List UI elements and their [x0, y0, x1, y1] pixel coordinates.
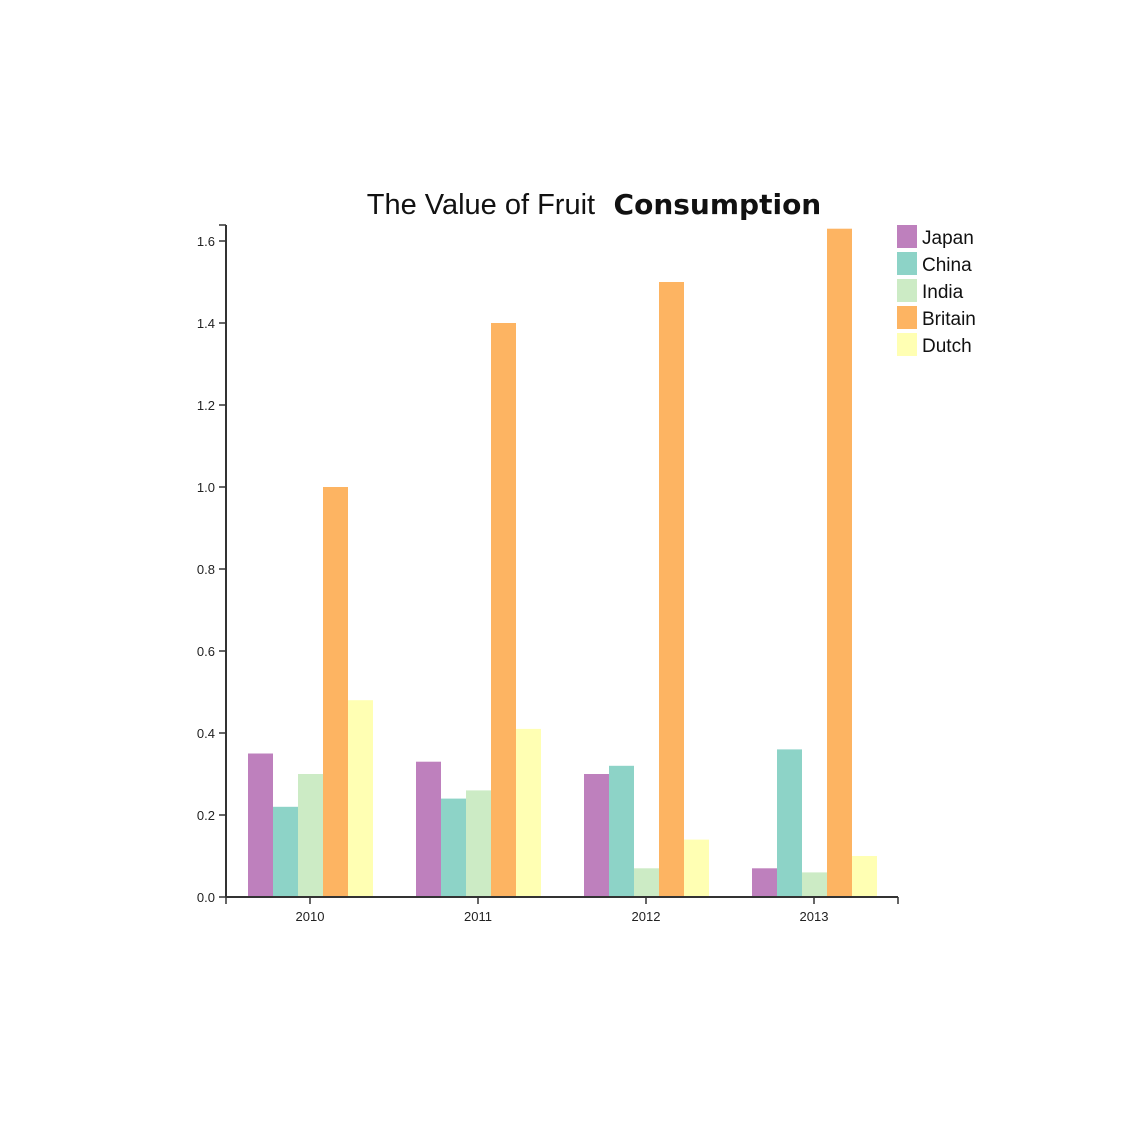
chart-title: The Value of Fruit Consumption	[367, 188, 822, 221]
x-tick-label: 2013	[800, 909, 829, 924]
y-tick-label: 0.6	[197, 644, 215, 659]
x-tick-label: 2010	[296, 909, 325, 924]
bar-japan-2012	[584, 774, 609, 897]
bar-dutch-2012	[684, 839, 709, 897]
bar-china-2010	[273, 806, 298, 897]
bar-china-2012	[609, 765, 634, 897]
y-tick-label: 0.2	[197, 808, 215, 823]
bar-india-2010	[298, 774, 323, 897]
bar-britain-2013	[827, 228, 852, 897]
plot-area	[248, 228, 877, 897]
legend: Japan China India Britain Dutch	[897, 225, 976, 357]
bar-britain-2010	[323, 487, 348, 897]
y-tick-label: 1.0	[197, 480, 215, 495]
chart-title-part-2: Consumption	[614, 188, 822, 221]
bar-dutch-2013	[852, 856, 877, 897]
y-tick-label: 1.2	[197, 398, 215, 413]
bar-japan-2013	[752, 868, 777, 897]
legend-label-china: China	[922, 255, 972, 276]
bar-japan-2011	[416, 761, 441, 897]
bar-britain-2011	[491, 323, 516, 897]
x-tick-label: 2012	[632, 909, 661, 924]
bar-china-2013	[777, 749, 802, 897]
bar-india-2012	[634, 868, 659, 897]
y-axis: 0.0 0.2 0.4 0.6 0.8 1.0 1.2 1.4 1.6	[197, 224, 227, 905]
bar-china-2011	[441, 798, 466, 897]
bar-britain-2012	[659, 282, 684, 897]
y-tick-label: 0.0	[197, 890, 215, 905]
legend-label-dutch: Dutch	[922, 336, 972, 357]
x-tick-label: 2011	[464, 909, 492, 924]
bar-dutch-2011	[516, 728, 541, 897]
bar-japan-2010	[248, 753, 273, 897]
y-tick-label: 1.6	[197, 234, 215, 249]
legend-label-india: India	[922, 282, 964, 303]
legend-label-japan: Japan	[922, 228, 974, 249]
legend-swatch-britain	[897, 306, 917, 329]
y-tick-label: 1.4	[197, 316, 215, 331]
legend-swatch-india	[897, 279, 917, 302]
y-tick-label: 0.4	[197, 726, 215, 741]
legend-swatch-dutch	[897, 333, 917, 356]
chart-title-part-1: The Value of Fruit	[367, 189, 595, 221]
x-axis: 2010 2011 2012 2013	[225, 896, 899, 924]
legend-label-britain: Britain	[922, 309, 976, 330]
bar-india-2013	[802, 872, 827, 897]
legend-swatch-china	[897, 252, 917, 275]
y-tick-label: 0.8	[197, 562, 215, 577]
bar-dutch-2010	[348, 700, 373, 897]
bar-india-2011	[466, 790, 491, 897]
legend-swatch-japan	[897, 225, 917, 248]
